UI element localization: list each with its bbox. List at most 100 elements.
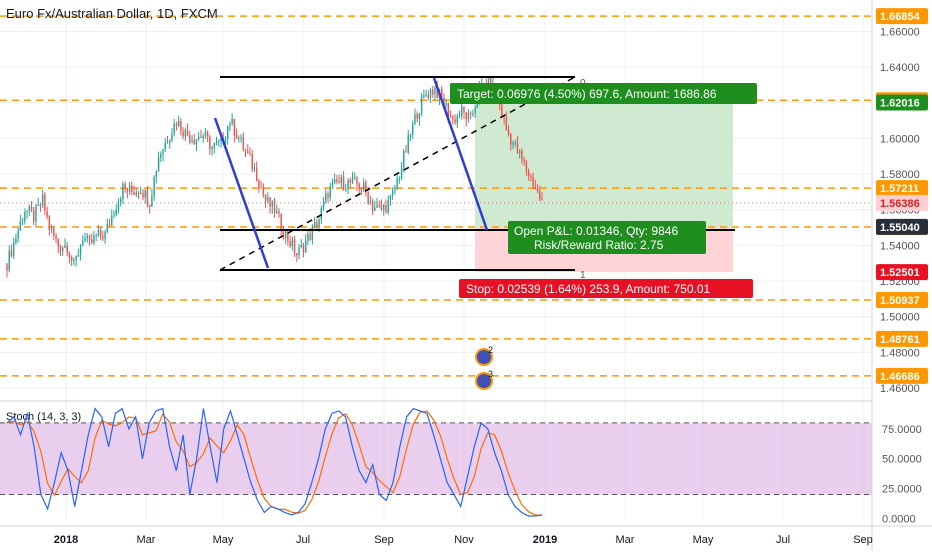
level-tag-bg [876,367,928,384]
time-tick-label: Nov [454,534,474,546]
candle-body [304,240,307,253]
candle-body [242,137,245,150]
candle-body [26,210,28,213]
candle-body [189,135,191,142]
candle-body [133,192,135,195]
candle-body [137,192,140,194]
candle-body [503,115,505,118]
candle-body [291,239,294,246]
time-tick-label: Sep [374,534,394,546]
candle-body [33,210,35,222]
candle-body [374,207,376,211]
candle-body [79,245,82,255]
price-tag-bg [876,264,928,281]
candle-body [516,142,519,154]
candle-body [180,120,182,132]
profit-zone [475,100,733,227]
stoch-tick-label: 50.0000 [882,454,922,466]
candle-body [338,181,340,184]
candle-body [131,185,133,193]
candle-body [311,226,314,240]
candle-body [318,219,320,228]
level-tag: 1.46686 [880,371,920,383]
candle-body [37,204,39,206]
candle-body [463,106,465,112]
target-label-bg [450,83,757,104]
stoch-band [0,422,872,495]
candle-body [97,229,100,236]
candle-body [365,182,367,193]
candle-body [407,135,409,153]
candle-body [298,247,300,256]
trend-line-2 [432,77,489,231]
candle-body [398,178,401,180]
time-axis: 2018 Mar May Jul Sep Nov 2019 Mar May Jul Sep [0,525,932,546]
candle-body [354,176,356,178]
candle-body [39,204,42,206]
stop-label: Stop: 0.02539 (1.64%) 253.9, Amount: 750… [466,282,711,296]
level-tag: 1.57211 [880,183,919,195]
candle-body [452,116,454,120]
candle-body [90,239,93,243]
candle-body [302,245,305,253]
time-tick-label: 2019 [533,534,557,546]
candle-body [50,228,53,231]
level-tag-bg [876,292,928,309]
candle-body [135,192,138,195]
time-tick-label: Sep [853,534,873,546]
candle-body [278,211,280,214]
price-tick-label: 1.50000 [880,312,920,324]
time-tick-label: May [693,534,714,546]
candle-body [505,117,508,130]
candle-body [405,151,407,153]
candle-body [128,185,131,192]
candle-body [536,189,539,191]
candle-body [331,182,334,187]
candle-body [164,142,166,150]
candle-body [197,136,200,140]
stoch-tick-label: 75.0000 [882,424,922,436]
level-tag: 1.50937 [880,295,920,307]
chart-title-text: Euro Fx/Australian Dollar, 1D, FXCM [6,6,218,21]
trend-line-1 [213,117,270,269]
candle-body [403,151,405,168]
candle-body [204,131,207,136]
channel-label-1: 1 [580,270,586,281]
candle-body [21,221,24,223]
candle-body [249,153,251,155]
event-label: 2 [488,345,493,355]
candle-body [525,161,528,172]
candle-body [267,197,269,202]
candle-body [411,123,414,135]
candle-body [117,201,120,210]
candle-body [300,245,302,248]
candle-body [247,150,249,154]
candle-body [106,224,109,232]
channel-diagonal [219,76,576,271]
level-tag-bg [876,180,928,197]
candle-body [238,138,240,140]
candle-body [209,136,211,150]
candle-body [396,178,398,188]
candle-body [28,206,31,211]
candle-body [6,263,8,271]
candle-body [75,256,77,260]
candle-body [362,182,365,190]
drawings: 01 [213,76,735,281]
candle-body [102,236,104,240]
candle-body [449,116,452,118]
candle-body [46,210,48,217]
candle-body [157,157,160,172]
level-tag-bg [876,330,928,347]
candle-body [153,177,155,196]
candle-body [389,195,392,200]
stochastic-panel: Stoch (14, 3, 3) [0,400,872,517]
candle-body [173,123,175,134]
candle-body [226,126,229,139]
price-tick-label: 1.66000 [880,26,920,38]
candle-body [231,118,233,124]
candle-body [467,112,470,120]
candle-body [282,231,285,239]
candle-body [316,222,318,228]
